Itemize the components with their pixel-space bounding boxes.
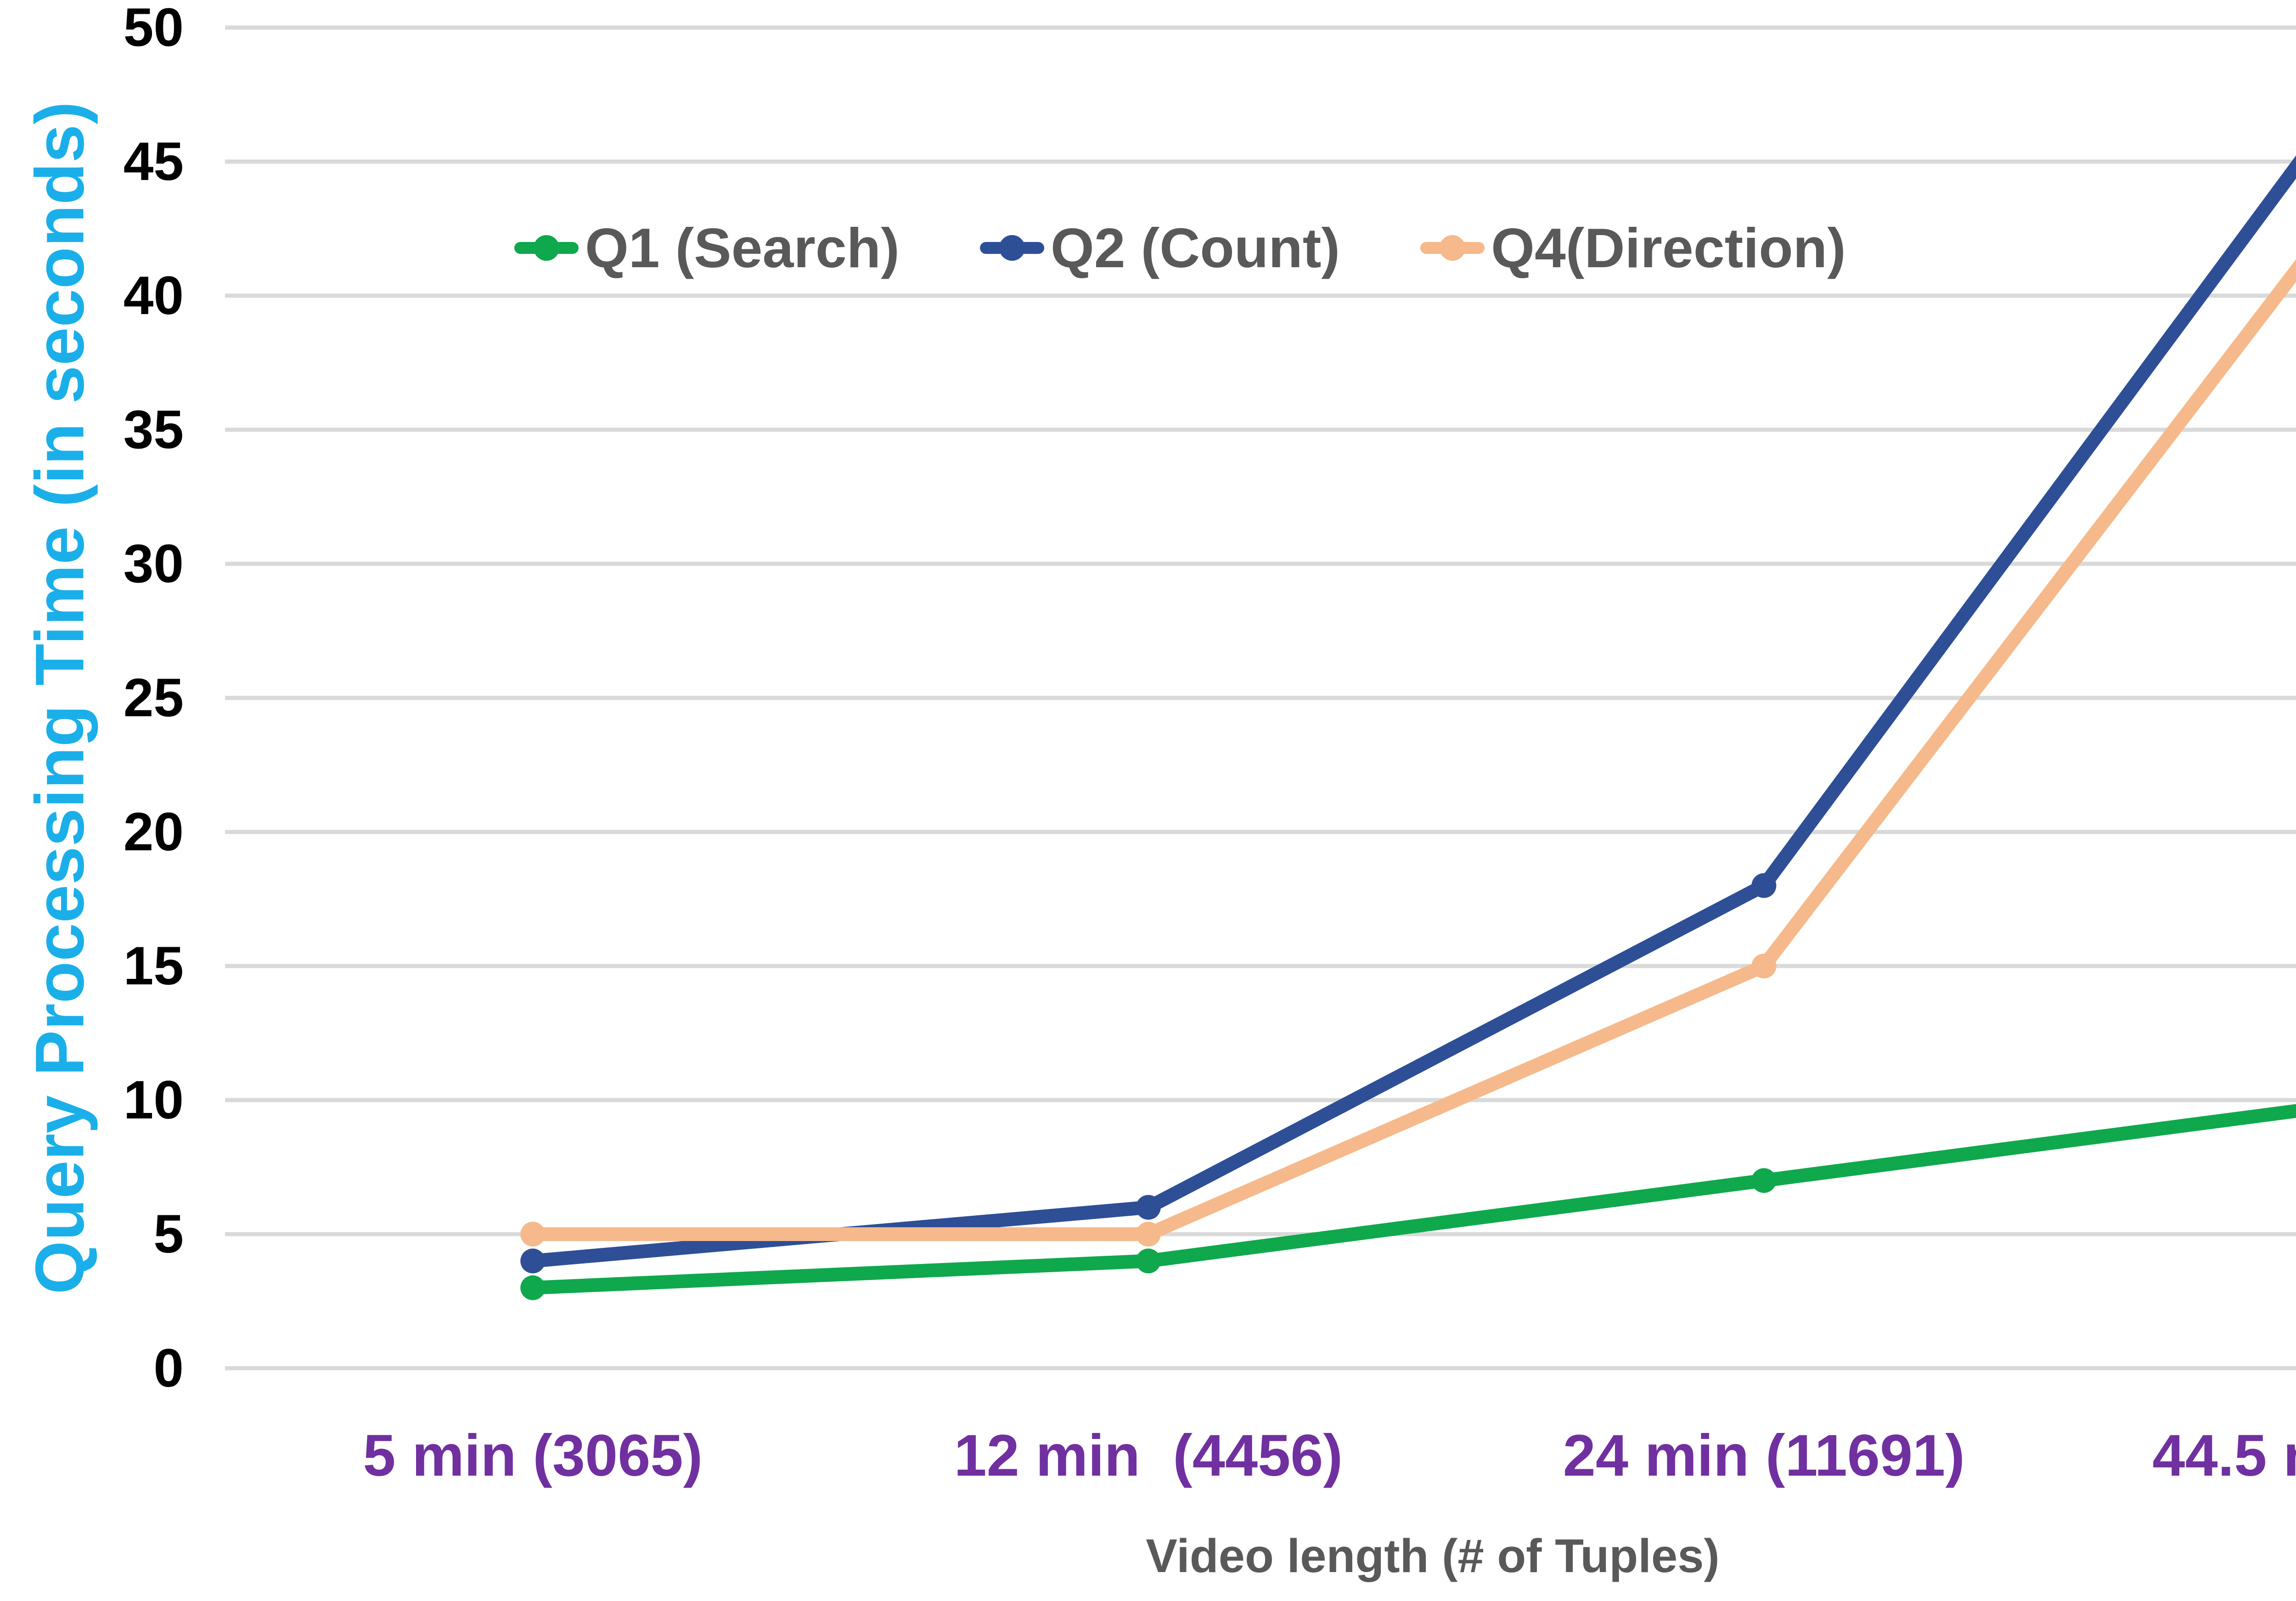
legend-label: Q1 (Search): [585, 217, 900, 279]
data-point-marker: [520, 1222, 546, 1247]
legend: Q1 (Search) Q2 (Count) Q4(Direction): [514, 216, 1846, 280]
y-tick-label: 25: [123, 668, 184, 728]
data-point-marker: [1751, 954, 1777, 978]
data-point-marker: [1136, 1248, 1161, 1274]
data-point-marker: [520, 1248, 546, 1274]
legend-item-q4-direction: Q4(Direction): [1420, 216, 1846, 280]
data-point-marker: [1136, 1222, 1161, 1247]
x-category-label: 5 min (3065): [363, 1422, 703, 1489]
legend-item-q1-search: Q1 (Search): [514, 216, 900, 280]
y-tick-label: 20: [123, 802, 184, 862]
series-line: [526, 1104, 2296, 1295]
legend-marker-icon: [1420, 235, 1485, 261]
y-tick-label: 30: [123, 534, 184, 594]
y-tick-label: 5: [153, 1204, 184, 1264]
y-tick-label: 50: [123, 0, 184, 58]
y-tick-label: 35: [123, 399, 184, 460]
y-tick-label: 45: [123, 131, 184, 192]
data-point-marker: [520, 1275, 546, 1300]
legend-item-q2-count: Q2 (Count): [979, 216, 1340, 280]
legend-marker-icon: [514, 235, 579, 261]
y-tick-label: 0: [153, 1338, 184, 1399]
data-point-marker: [1136, 1195, 1161, 1220]
data-point-marker: [1751, 873, 1777, 898]
legend-label: Q4(Direction): [1491, 217, 1846, 279]
y-tick-label: 15: [123, 936, 184, 996]
legend-marker-icon: [979, 235, 1044, 261]
x-axis-title: Video length (# of Tuples): [1146, 1529, 1720, 1582]
x-category-label: 44.5 min (38633): [2152, 1422, 2296, 1489]
legend-label: Q2 (Count): [1050, 217, 1340, 279]
data-point-marker: [1751, 1168, 1777, 1193]
y-tick-label: 40: [123, 265, 184, 326]
y-tick-label: 10: [123, 1070, 184, 1130]
x-category-label: 24 min (11691): [1563, 1422, 1965, 1489]
x-category-label: 12 min (4456): [954, 1422, 1343, 1489]
series-line: [526, 259, 2296, 1241]
